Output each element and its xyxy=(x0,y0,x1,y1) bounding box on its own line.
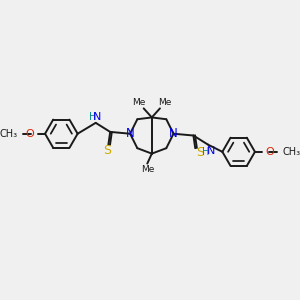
Text: N: N xyxy=(93,112,102,122)
Text: S: S xyxy=(196,146,204,159)
Text: CH₃: CH₃ xyxy=(0,129,18,139)
Text: N: N xyxy=(126,127,134,140)
Text: CH₃: CH₃ xyxy=(282,147,300,157)
Text: S: S xyxy=(103,144,112,158)
Text: O: O xyxy=(26,129,34,139)
Text: N: N xyxy=(206,146,215,156)
Text: Me: Me xyxy=(133,98,146,106)
Text: H: H xyxy=(202,147,210,157)
Text: H: H xyxy=(89,112,97,122)
Text: N: N xyxy=(169,127,178,140)
Text: Me: Me xyxy=(142,165,155,174)
Text: O: O xyxy=(266,147,274,157)
Text: Me: Me xyxy=(158,98,171,106)
